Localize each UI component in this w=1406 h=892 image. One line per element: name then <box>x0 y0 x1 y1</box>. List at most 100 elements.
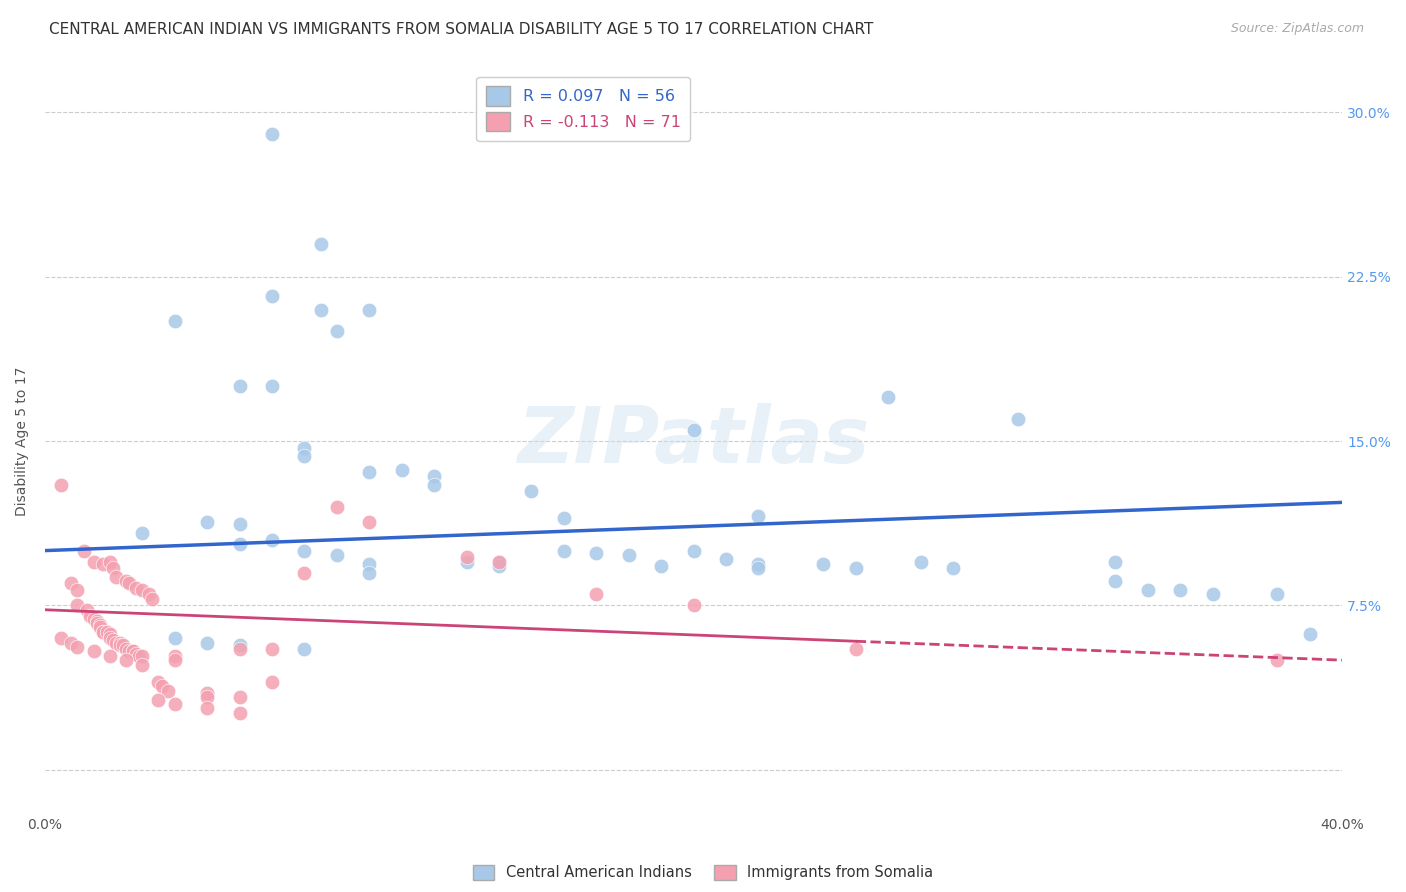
Point <box>101 633 124 648</box>
Point <box>98 627 121 641</box>
Point <box>585 587 607 601</box>
Point <box>326 548 349 562</box>
Text: Source: ZipAtlas.com: Source: ZipAtlas.com <box>1230 22 1364 36</box>
Point <box>1104 574 1126 589</box>
Point <box>59 576 82 591</box>
Point <box>553 543 575 558</box>
Point <box>228 638 250 652</box>
Point <box>456 555 478 569</box>
Point <box>98 648 121 663</box>
Point <box>309 302 332 317</box>
Point <box>79 609 101 624</box>
Point <box>195 701 218 715</box>
Point <box>105 570 128 584</box>
Point <box>488 558 510 573</box>
Point <box>359 566 381 580</box>
Point <box>391 462 413 476</box>
Point <box>260 379 283 393</box>
Point <box>359 465 381 479</box>
Point <box>86 614 108 628</box>
Point <box>488 555 510 569</box>
Point <box>228 642 250 657</box>
Point <box>195 686 218 700</box>
Point <box>138 587 160 601</box>
Point <box>118 644 141 658</box>
Point <box>326 500 349 514</box>
Point <box>423 469 446 483</box>
Point <box>83 555 105 569</box>
Point <box>260 128 283 142</box>
Point <box>747 508 769 523</box>
Point <box>488 555 510 569</box>
Point <box>150 680 173 694</box>
Point <box>98 632 121 646</box>
Point <box>326 325 349 339</box>
Point <box>66 640 89 654</box>
Point <box>714 552 737 566</box>
Point <box>845 642 868 657</box>
Point <box>650 558 672 573</box>
Point <box>910 555 932 569</box>
Point <box>294 566 316 580</box>
Point <box>747 557 769 571</box>
Point <box>294 450 316 464</box>
Point <box>260 675 283 690</box>
Point <box>1168 582 1191 597</box>
Point <box>89 618 111 632</box>
Point <box>260 642 283 657</box>
Point <box>148 675 170 690</box>
Legend: R = 0.097   N = 56, R = -0.113   N = 71: R = 0.097 N = 56, R = -0.113 N = 71 <box>477 77 690 141</box>
Point <box>1136 582 1159 597</box>
Point <box>228 537 250 551</box>
Point <box>131 657 153 672</box>
Text: ZIPatlas: ZIPatlas <box>517 403 870 479</box>
Point <box>51 478 73 492</box>
Point <box>359 302 381 317</box>
Point <box>98 555 121 569</box>
Point <box>125 581 148 595</box>
Point <box>157 683 180 698</box>
Text: CENTRAL AMERICAN INDIAN VS IMMIGRANTS FROM SOMALIA DISABILITY AGE 5 TO 17 CORREL: CENTRAL AMERICAN INDIAN VS IMMIGRANTS FR… <box>49 22 873 37</box>
Point <box>1299 627 1322 641</box>
Point <box>93 624 115 639</box>
Point <box>125 647 148 661</box>
Point <box>96 624 118 639</box>
Point <box>66 582 89 597</box>
Point <box>195 635 218 649</box>
Point <box>101 561 124 575</box>
Point <box>93 624 115 639</box>
Point <box>118 576 141 591</box>
Point <box>456 550 478 565</box>
Point <box>163 313 186 327</box>
Point <box>1007 412 1029 426</box>
Point <box>89 620 111 634</box>
Point <box>260 289 283 303</box>
Point <box>121 644 143 658</box>
Point <box>141 591 163 606</box>
Point <box>66 599 89 613</box>
Point <box>131 582 153 597</box>
Point <box>228 379 250 393</box>
Point <box>359 515 381 529</box>
Y-axis label: Disability Age 5 to 17: Disability Age 5 to 17 <box>15 367 30 516</box>
Point <box>1201 587 1223 601</box>
Point <box>111 638 134 652</box>
Point <box>423 478 446 492</box>
Point <box>942 561 965 575</box>
Point <box>228 690 250 705</box>
Point <box>128 648 150 663</box>
Point <box>51 632 73 646</box>
Point <box>115 642 138 657</box>
Point <box>585 546 607 560</box>
Point <box>294 441 316 455</box>
Point <box>682 543 704 558</box>
Point <box>682 423 704 437</box>
Point <box>1104 555 1126 569</box>
Point <box>59 635 82 649</box>
Point <box>195 690 218 705</box>
Point <box>1267 587 1289 601</box>
Point <box>520 484 543 499</box>
Point <box>108 638 131 652</box>
Point <box>115 653 138 667</box>
Point <box>195 515 218 529</box>
